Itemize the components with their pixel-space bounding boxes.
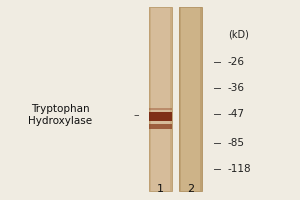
Text: 1: 1 [157, 184, 164, 194]
Text: -47: -47 [228, 109, 244, 119]
Text: -118: -118 [228, 164, 251, 174]
Bar [179, 7, 202, 191]
Bar [149, 108, 172, 110]
Text: -26: -26 [228, 57, 244, 67]
Text: –: – [134, 110, 140, 120]
Text: -36: -36 [228, 83, 244, 93]
Bar [179, 7, 181, 191]
Text: -85: -85 [228, 138, 244, 148]
Bar [170, 7, 172, 191]
Bar [149, 124, 172, 129]
Bar [149, 7, 151, 191]
Text: 2: 2 [187, 184, 194, 194]
Bar [149, 7, 172, 191]
Text: Tryptophan
Hydroxylase: Tryptophan Hydroxylase [28, 104, 92, 126]
Bar [149, 112, 172, 121]
Bar [200, 7, 202, 191]
Text: (kD): (kD) [228, 29, 248, 39]
